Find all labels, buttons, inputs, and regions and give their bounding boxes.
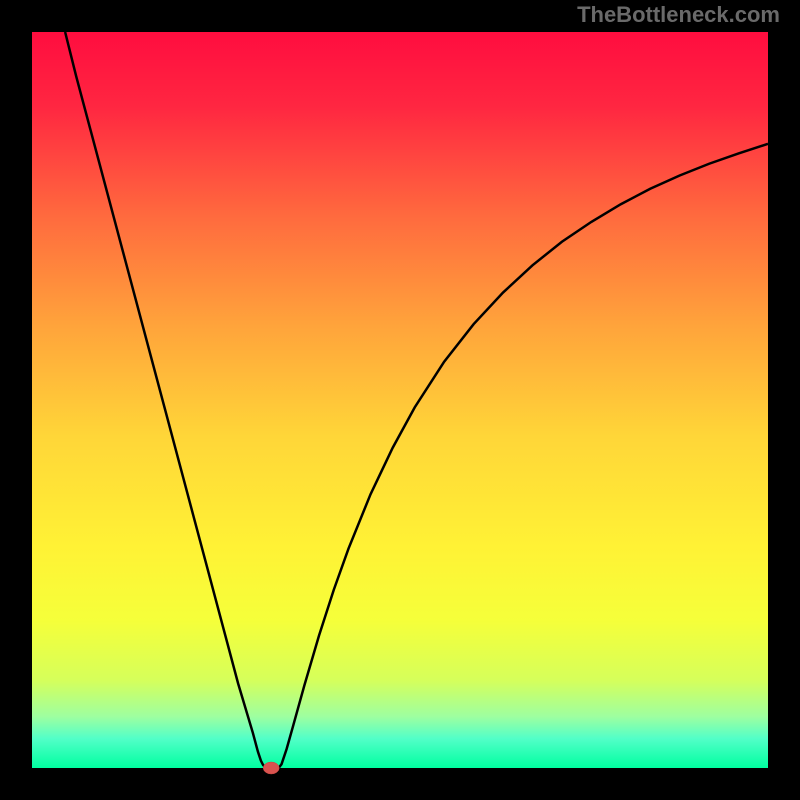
gradient-background xyxy=(32,32,768,768)
watermark-text: TheBottleneck.com xyxy=(577,2,780,28)
bottleneck-chart xyxy=(0,0,800,800)
optimal-point-marker xyxy=(263,762,279,774)
